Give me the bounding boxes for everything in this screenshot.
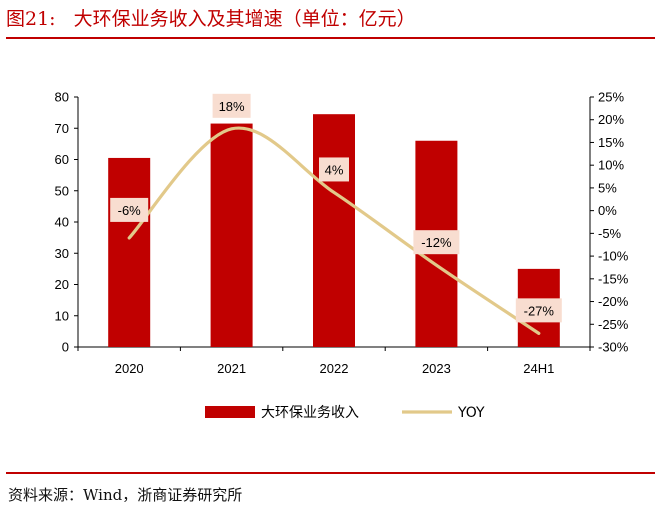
left-tick-label: 30: [55, 246, 69, 261]
right-tick-label: 5%: [598, 180, 617, 195]
x-tick-label: 2020: [115, 361, 144, 376]
right-tick-label: 20%: [598, 112, 624, 127]
yoy-data-label: 18%: [219, 99, 245, 114]
left-tick-label: 40: [55, 215, 69, 230]
right-tick-label: 15%: [598, 135, 624, 150]
yoy-label-box: [110, 197, 149, 222]
yoy-data-label: -12%: [421, 235, 452, 250]
chart-area: 0 10 20 30 40 50 60 70 80 25% 20% 15% 10% 5% 0% -5% -10%…: [55, 90, 629, 422]
yoy-data-label: -6%: [118, 203, 142, 218]
legend-swatch-revenue: [205, 406, 255, 418]
right-tick-label: 0%: [598, 203, 617, 218]
x-tick-label: 2021: [217, 361, 246, 376]
yoy-label-box: [319, 157, 349, 182]
right-tick-label: 10%: [598, 158, 624, 173]
figure-label: 图21:: [6, 8, 56, 30]
left-tick-label: 0: [62, 340, 69, 355]
right-tick-label: 25%: [598, 90, 624, 105]
left-tick-label: 50: [55, 183, 69, 198]
x-tick-label: 2022: [320, 361, 349, 376]
source-note: 资料来源：Wind，浙商证券研究所: [8, 486, 243, 504]
bar-revenue: [108, 157, 151, 347]
bar-revenue: [313, 114, 355, 347]
left-tick-label: 70: [55, 121, 69, 136]
legend-label-revenue: 大环保业务收入: [261, 405, 359, 421]
x-tick-label: 24H1: [523, 361, 554, 376]
legend-label-yoy: YOY: [457, 405, 485, 421]
right-tick-label: -25%: [598, 317, 629, 332]
title-divider: [6, 37, 655, 39]
left-tick-label: 10: [55, 308, 69, 323]
yoy-line: [127, 126, 541, 335]
figure-title-text: 大环保业务收入及其增速（单位：亿元）: [73, 8, 416, 30]
right-tick-label: -30%: [598, 340, 629, 355]
figure-title: 图21: 大环保业务收入及其增速（单位：亿元）: [6, 4, 416, 34]
right-tick-label: -15%: [598, 271, 629, 286]
yoy-data-label: 4%: [325, 162, 344, 177]
right-tick-label: -5%: [598, 226, 622, 241]
yoy-label-box: [212, 93, 251, 118]
left-tick-label: 60: [55, 152, 69, 167]
source-divider: [6, 472, 655, 474]
yoy-label-box: [515, 298, 562, 323]
yoy-data-label: -27%: [524, 303, 555, 318]
x-tick-label: 2023: [422, 361, 451, 376]
left-tick-label: 80: [55, 90, 69, 105]
left-tick-label: 20: [55, 277, 69, 292]
yoy-label-box: [413, 230, 460, 255]
right-tick-label: -10%: [598, 249, 629, 264]
right-tick-label: -20%: [598, 294, 629, 309]
bar-revenue: [210, 123, 253, 347]
